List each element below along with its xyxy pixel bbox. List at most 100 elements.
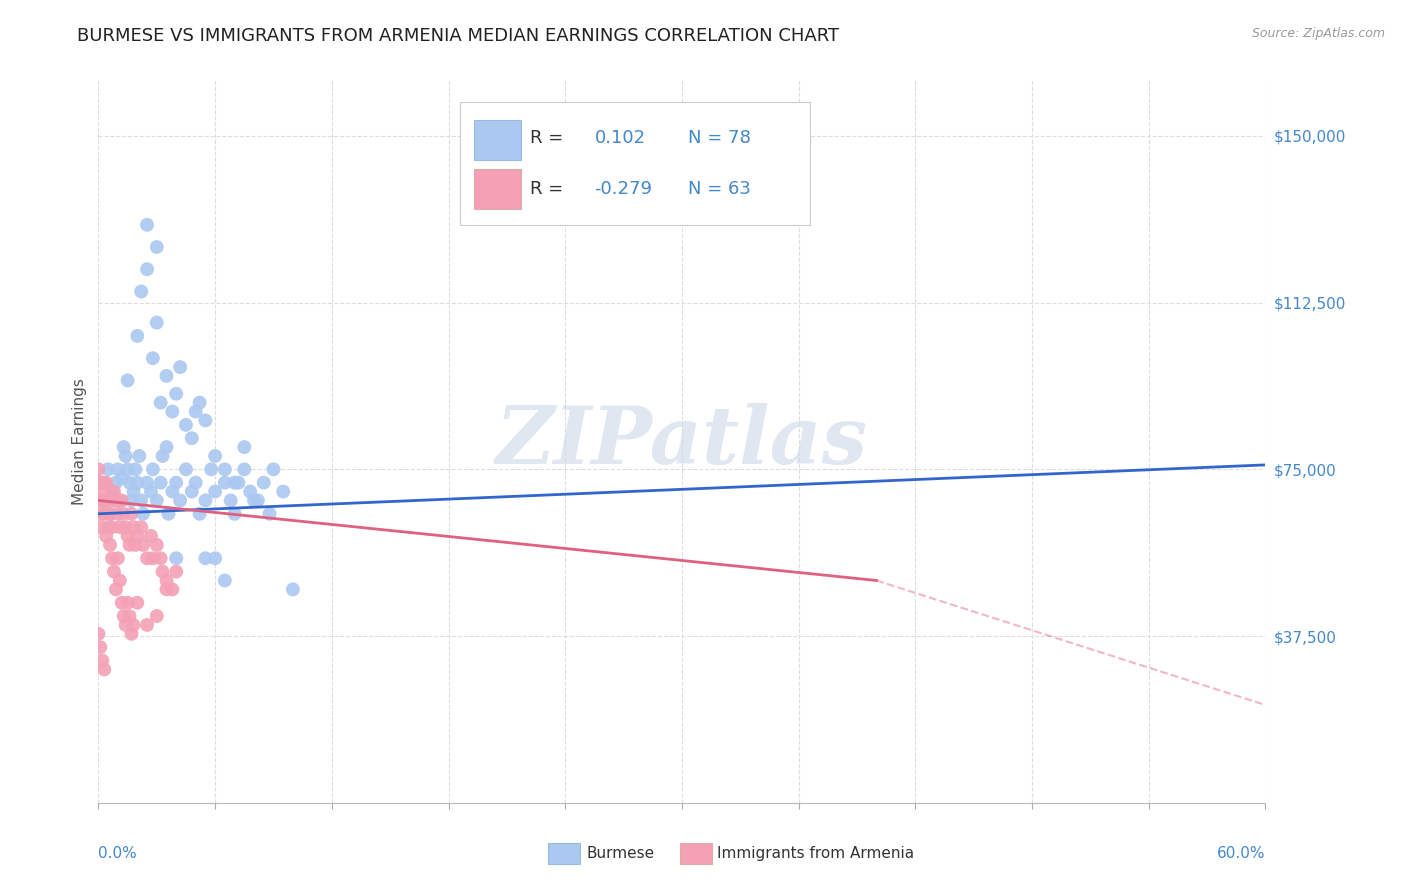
Point: [107, 551, 129, 566]
Point: [155, 440, 177, 454]
Point: [128, 449, 150, 463]
Point: [149, 475, 172, 490]
Point: [97, 462, 120, 476]
Point: [107, 462, 129, 476]
Point: [124, 538, 146, 552]
Point: [214, 462, 236, 476]
Point: [136, 262, 159, 277]
Point: [98, 507, 121, 521]
Point: [111, 596, 134, 610]
Point: [122, 618, 145, 632]
Point: [112, 609, 135, 624]
Point: [259, 507, 281, 521]
Point: [114, 520, 136, 534]
Text: Immigrants from Armenia: Immigrants from Armenia: [717, 846, 914, 861]
Point: [155, 574, 177, 588]
Point: [91, 493, 114, 508]
Point: [121, 507, 143, 521]
Point: [122, 520, 145, 534]
Point: [112, 440, 135, 454]
Point: [204, 551, 226, 566]
Point: [114, 449, 136, 463]
Point: [129, 285, 152, 299]
Point: [117, 596, 139, 610]
Point: [122, 484, 145, 499]
Point: [89, 493, 111, 508]
Point: [87, 462, 110, 476]
Point: [262, 462, 284, 476]
Point: [117, 373, 139, 387]
Point: [188, 507, 211, 521]
Point: [194, 551, 217, 566]
Text: N = 78: N = 78: [688, 129, 751, 147]
Point: [152, 449, 174, 463]
Point: [108, 493, 131, 508]
Point: [136, 475, 159, 490]
Point: [98, 538, 121, 552]
Point: [162, 404, 184, 418]
Point: [204, 484, 226, 499]
FancyBboxPatch shape: [548, 843, 581, 864]
Text: 60.0%: 60.0%: [1218, 847, 1265, 861]
Point: [136, 618, 159, 632]
Point: [117, 462, 139, 476]
Point: [132, 538, 155, 552]
Point: [224, 475, 246, 490]
Point: [142, 551, 165, 566]
Point: [127, 475, 149, 490]
Point: [127, 529, 149, 543]
Point: [127, 596, 149, 610]
Point: [103, 565, 125, 579]
Point: [121, 493, 143, 508]
Point: [129, 493, 152, 508]
Point: [214, 574, 236, 588]
Point: [118, 475, 141, 490]
Point: [152, 565, 174, 579]
Text: 0.0%: 0.0%: [98, 847, 138, 861]
Point: [139, 484, 162, 499]
Point: [107, 507, 129, 521]
Point: [89, 475, 111, 490]
Point: [104, 493, 127, 508]
Text: Source: ZipAtlas.com: Source: ZipAtlas.com: [1251, 27, 1385, 40]
Point: [271, 484, 294, 499]
Point: [188, 395, 211, 409]
Point: [118, 538, 141, 552]
Point: [165, 565, 187, 579]
Point: [101, 484, 124, 499]
Point: [112, 507, 135, 521]
Point: [184, 475, 207, 490]
Point: [169, 360, 191, 375]
Point: [91, 475, 114, 490]
Point: [146, 493, 169, 508]
Point: [165, 386, 187, 401]
Point: [200, 462, 222, 476]
Point: [136, 218, 159, 232]
Point: [214, 475, 236, 490]
Point: [124, 462, 146, 476]
Point: [155, 582, 177, 597]
Point: [157, 507, 180, 521]
Text: R =: R =: [530, 129, 569, 147]
FancyBboxPatch shape: [474, 169, 520, 209]
Point: [224, 507, 246, 521]
FancyBboxPatch shape: [474, 120, 520, 160]
Point: [93, 662, 115, 676]
Point: [108, 574, 131, 588]
Point: [204, 449, 226, 463]
Point: [129, 520, 152, 534]
Point: [165, 551, 187, 566]
Text: N = 63: N = 63: [688, 179, 751, 198]
Point: [91, 507, 114, 521]
Point: [104, 582, 127, 597]
Point: [180, 484, 202, 499]
Point: [142, 351, 165, 366]
Point: [194, 413, 217, 427]
Point: [87, 493, 110, 508]
Point: [139, 529, 162, 543]
Point: [93, 484, 115, 499]
Point: [219, 493, 242, 508]
Point: [108, 520, 131, 534]
Text: 0.102: 0.102: [595, 129, 645, 147]
Point: [228, 475, 250, 490]
